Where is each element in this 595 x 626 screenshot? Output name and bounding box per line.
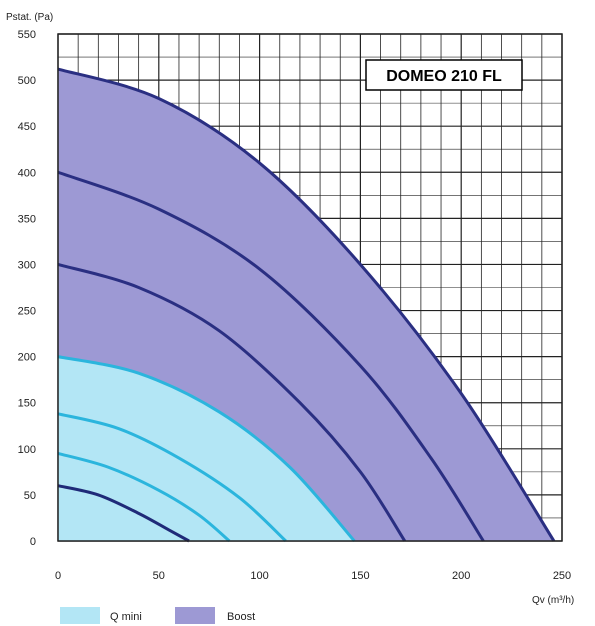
y-tick-label: 200 bbox=[18, 352, 36, 364]
y-tick-label: 0 bbox=[30, 536, 36, 548]
x-tick-label: 100 bbox=[250, 570, 268, 582]
q-mini-area bbox=[58, 356, 355, 541]
y-tick-label: 350 bbox=[18, 213, 36, 225]
x-axis-title: Qv (m³/h) bbox=[532, 595, 574, 606]
y-tick-label: 550 bbox=[18, 29, 36, 41]
series-line-1 bbox=[57, 484, 190, 543]
y-tick-label: 150 bbox=[18, 398, 36, 410]
series-line-4 bbox=[57, 355, 356, 542]
legend-swatch-q-mini bbox=[60, 607, 100, 624]
tick-labels: 0 50 100 150 200 250 300 350 400 450 500 550 0 50 100 1… bbox=[18, 29, 572, 582]
y-tick-label: 50 bbox=[24, 490, 36, 502]
series-line-2 bbox=[57, 451, 231, 543]
legend-swatch-boost bbox=[175, 607, 215, 624]
chart-title: DOMEO 210 FL bbox=[386, 68, 502, 85]
x-tick-label: 50 bbox=[153, 570, 165, 582]
y-tick-label: 500 bbox=[18, 75, 36, 87]
series-line-6 bbox=[57, 170, 485, 542]
x-tick-label: 150 bbox=[351, 570, 369, 582]
y-tick-label: 450 bbox=[18, 121, 36, 133]
y-tick-label: 100 bbox=[18, 444, 36, 456]
curve-lines bbox=[57, 67, 556, 543]
series-line-5 bbox=[57, 263, 407, 542]
legend: Q mini Boost bbox=[60, 607, 255, 624]
y-tick-label: 250 bbox=[18, 306, 36, 318]
series-line-7 bbox=[57, 67, 556, 542]
y-tick-label: 400 bbox=[18, 167, 36, 179]
title-box-frame bbox=[365, 59, 523, 91]
x-tick-label: 250 bbox=[553, 570, 571, 582]
y-tick-label: 300 bbox=[18, 259, 36, 271]
legend-label-q-mini: Q mini bbox=[110, 611, 142, 623]
x-tick-label: 0 bbox=[55, 570, 61, 582]
curve-fills bbox=[58, 69, 554, 541]
title-box: DOMEO 210 FL bbox=[365, 59, 523, 91]
legend-label-boost: Boost bbox=[227, 611, 255, 623]
x-tick-label: 200 bbox=[452, 570, 470, 582]
y-axis-title: Pstat. (Pa) bbox=[6, 12, 53, 23]
series-line-3 bbox=[57, 412, 287, 543]
plot-frame bbox=[57, 33, 563, 542]
